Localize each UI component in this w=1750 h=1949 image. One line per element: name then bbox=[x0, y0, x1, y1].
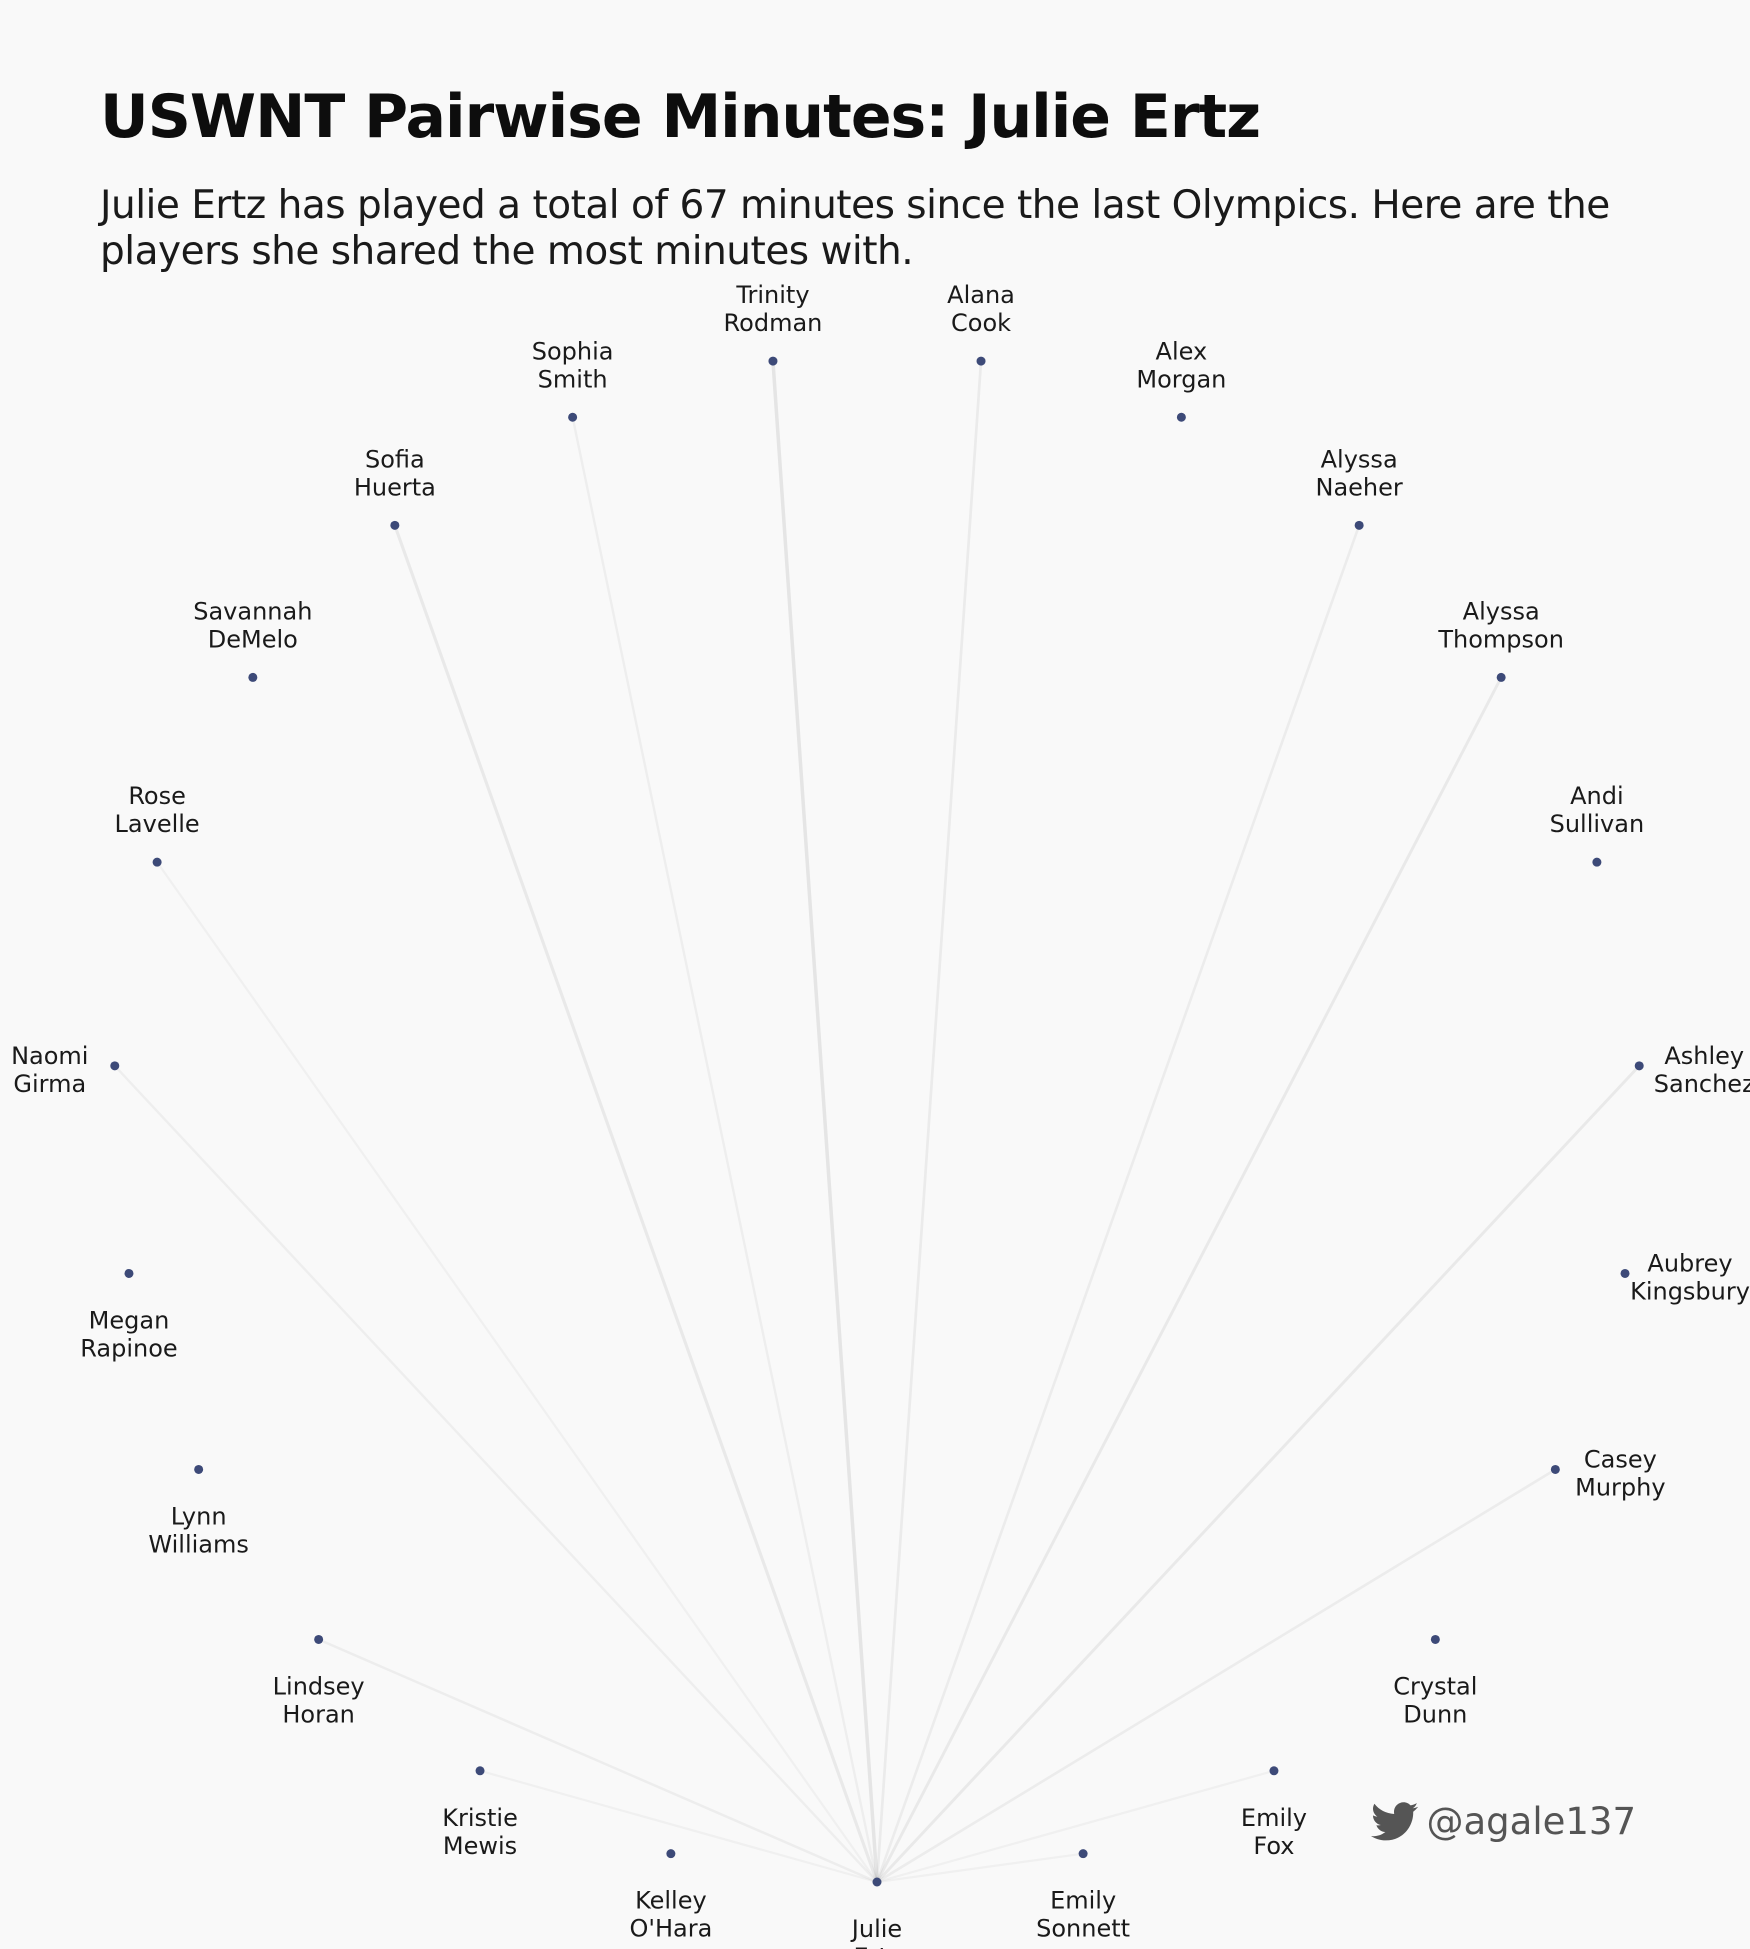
node-alyssa-naeher[interactable] bbox=[1354, 520, 1364, 530]
label-naomi-girma: Naomi Girma bbox=[11, 1042, 88, 1098]
node-rose-lavelle[interactable] bbox=[152, 857, 162, 867]
chart-subtitle: Julie Ertz has played a total of 67 minu… bbox=[100, 183, 1610, 274]
edge-lindsey-horan bbox=[317, 1638, 879, 1884]
edge-rose-lavelle bbox=[156, 861, 879, 1884]
label-emily-sonnett: Emily Sonnett bbox=[1036, 1887, 1130, 1943]
edge-alyssa-thompson bbox=[875, 675, 1503, 1884]
edge-naomi-girma bbox=[113, 1064, 879, 1884]
chart-title: USWNT Pairwise Minutes: Julie Ertz bbox=[100, 82, 1261, 152]
edge-sophia-smith bbox=[571, 416, 879, 1884]
twitter-bird-icon bbox=[1370, 1801, 1418, 1840]
label-andi-sullivan: Andi Sullivan bbox=[1550, 782, 1645, 838]
edge-trinity-rodman bbox=[771, 359, 879, 1884]
node-julie-ertz[interactable] bbox=[872, 1877, 882, 1887]
edge-emily-sonnett bbox=[875, 1852, 1085, 1884]
label-alyssa-naeher: Alyssa Naeher bbox=[1316, 445, 1403, 501]
edge-layer bbox=[113, 359, 1641, 1884]
label-megan-rapinoe: Megan Rapinoe bbox=[80, 1306, 177, 1362]
twitter-handle[interactable]: @agale137 bbox=[1426, 1800, 1637, 1843]
edge-emily-fox bbox=[875, 1769, 1276, 1884]
edge-sofia-huerta bbox=[393, 523, 879, 1884]
node-megan-rapinoe[interactable] bbox=[124, 1268, 134, 1278]
node-lynn-williams[interactable] bbox=[194, 1464, 204, 1474]
node-kristie-mewis[interactable] bbox=[475, 1766, 485, 1776]
node-alyssa-thompson[interactable] bbox=[1496, 672, 1506, 682]
node-trinity-rodman[interactable] bbox=[768, 356, 778, 366]
label-kristie-mewis: Kristie Mewis bbox=[442, 1804, 518, 1860]
label-crystal-dunn: Crystal Dunn bbox=[1393, 1672, 1477, 1728]
node-sofia-huerta[interactable] bbox=[390, 520, 400, 530]
label-lindsey-horan: Lindsey Horan bbox=[273, 1672, 365, 1728]
node-ashley-sanchez[interactable] bbox=[1634, 1061, 1644, 1071]
node-emily-fox[interactable] bbox=[1269, 1766, 1279, 1776]
label-ashley-sanchez: Ashley Sanchez bbox=[1654, 1042, 1750, 1098]
node-emily-sonnett[interactable] bbox=[1078, 1849, 1088, 1859]
node-savannah-demelo[interactable] bbox=[248, 672, 258, 682]
label-lynn-williams: Lynn Williams bbox=[148, 1502, 248, 1558]
node-alana-cook[interactable] bbox=[976, 356, 986, 366]
label-emily-fox: Emily Fox bbox=[1241, 1804, 1307, 1860]
edge-casey-murphy bbox=[875, 1468, 1557, 1884]
node-alex-morgan[interactable] bbox=[1176, 412, 1186, 422]
node-andi-sullivan[interactable] bbox=[1592, 857, 1602, 867]
node-lindsey-horan[interactable] bbox=[314, 1634, 324, 1644]
edge-alyssa-naeher bbox=[875, 524, 1361, 1884]
edge-alana-cook bbox=[875, 359, 983, 1884]
label-alyssa-thompson: Alyssa Thompson bbox=[1437, 597, 1564, 653]
label-aubrey-kingsbury: Aubrey Kingsbury bbox=[1630, 1249, 1750, 1305]
node-aubrey-kingsbury[interactable] bbox=[1620, 1268, 1630, 1278]
edge-kristie-mewis bbox=[478, 1769, 879, 1884]
label-savannah-demelo: Savannah DeMelo bbox=[193, 597, 312, 653]
author-credit[interactable]: @agale137 bbox=[1370, 1800, 1637, 1843]
label-casey-murphy: Casey Murphy bbox=[1575, 1445, 1665, 1501]
node-kelley-o-hara[interactable] bbox=[666, 1849, 676, 1859]
label-kelley-o-hara: Kelley O'Hara bbox=[629, 1887, 712, 1943]
node-naomi-girma[interactable] bbox=[110, 1061, 120, 1071]
node-sophia-smith[interactable] bbox=[568, 412, 578, 422]
label-sophia-smith: Sophia Smith bbox=[532, 337, 614, 393]
edge-ashley-sanchez bbox=[875, 1064, 1641, 1884]
node-layer bbox=[110, 356, 1644, 1887]
label-alex-morgan: Alex Morgan bbox=[1136, 337, 1226, 393]
node-casey-murphy[interactable] bbox=[1550, 1464, 1560, 1474]
label-alana-cook: Alana Cook bbox=[947, 281, 1015, 337]
label-sofia-huerta: Sofia Huerta bbox=[354, 445, 436, 501]
node-crystal-dunn[interactable] bbox=[1430, 1634, 1440, 1644]
label-trinity-rodman: Trinity Rodman bbox=[724, 281, 823, 337]
label-rose-lavelle: Rose Lavelle bbox=[115, 782, 200, 838]
